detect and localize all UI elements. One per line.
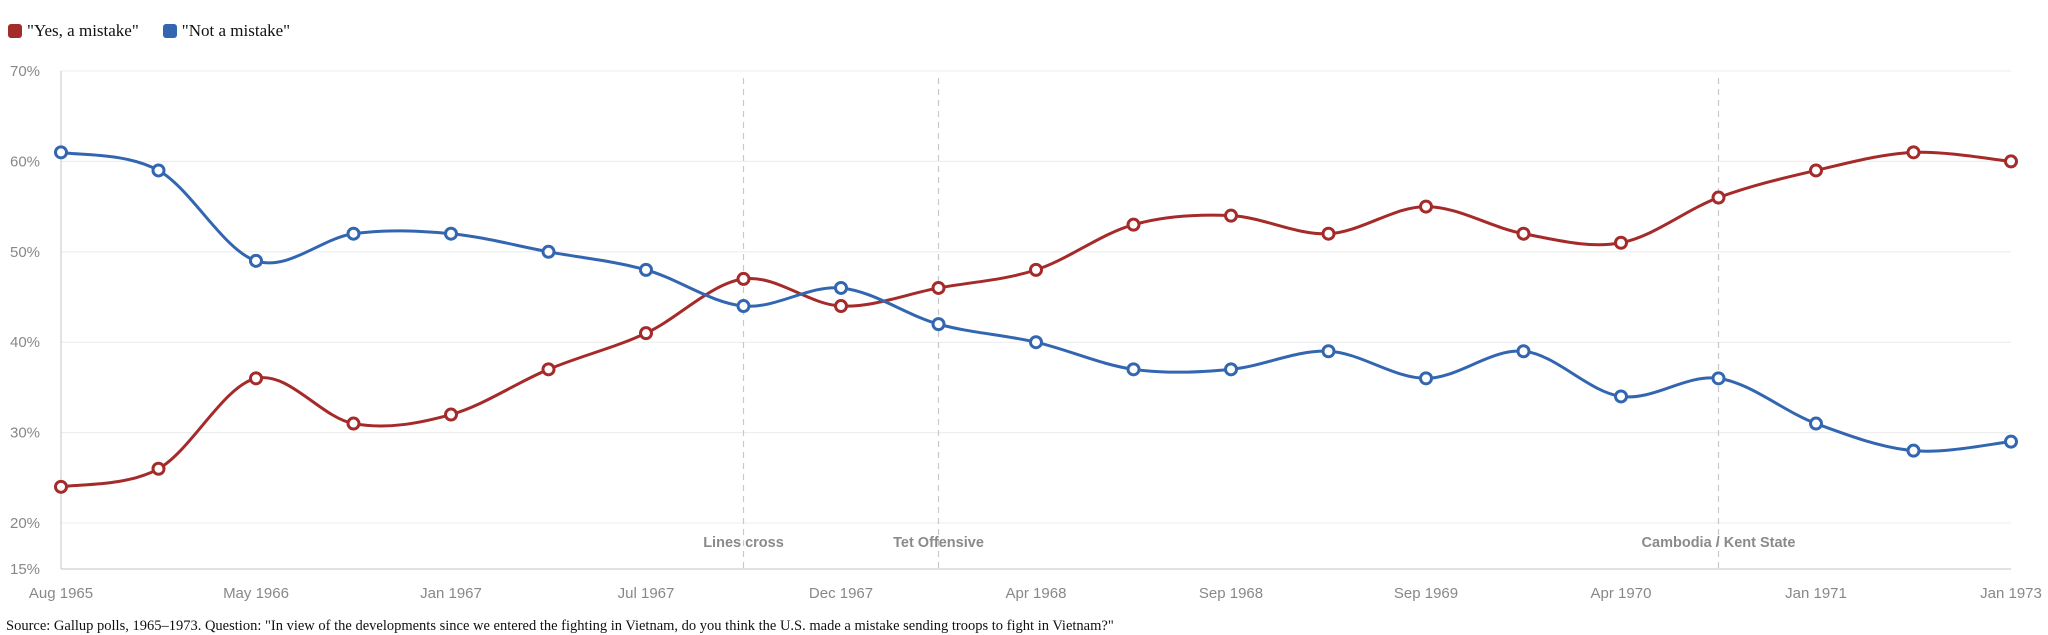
series-1-point-3 <box>346 226 361 241</box>
x-tick-label-0: Aug 1965 <box>29 585 93 602</box>
x-tick-label-6: Sep 1968 <box>1199 585 1263 602</box>
series-1-point-4 <box>444 226 458 241</box>
series-0-point-18 <box>1809 163 1823 178</box>
x-tick-label-3: Jul 1967 <box>618 585 675 602</box>
source-note: Source: Gallup polls, 1965–1973. Questio… <box>6 618 1114 634</box>
series-0-point-14 <box>1419 199 1433 214</box>
series-1-point-7 <box>736 299 751 314</box>
series-1-point-6 <box>639 262 653 277</box>
legend-swatch-yes <box>8 24 22 38</box>
x-tick-label-5: Apr 1968 <box>1006 585 1067 602</box>
series-0-point-15 <box>1516 226 1531 241</box>
line-chart: 15% 20% 30% 40% 50% 60% 70% Aug 1965 May 1966 Jan… <box>10 63 2042 602</box>
series-1-point-18 <box>1809 416 1823 431</box>
series-1-point-17 <box>1711 371 1726 386</box>
series-1-point-8 <box>834 280 848 295</box>
y-tick-label-60: 60% <box>10 153 40 170</box>
y-tick-label-20: 20% <box>10 515 40 532</box>
series-0-point-2 <box>249 371 263 386</box>
series-1-point-12 <box>1224 362 1238 377</box>
series-1-point-2 <box>249 253 263 268</box>
series-0-point-13 <box>1321 226 1336 241</box>
series-0-point-0 <box>54 479 68 494</box>
y-tick-label-70: 70% <box>10 63 40 80</box>
series-0-point-16 <box>1614 235 1628 250</box>
series-0-point-11 <box>1126 217 1141 232</box>
series-0-point-19 <box>1906 145 1921 160</box>
x-tick-label-2: Jan 1967 <box>420 585 482 602</box>
series-1-point-0 <box>54 145 68 160</box>
series-1-point-16 <box>1614 389 1628 404</box>
series-1-point-9 <box>931 317 946 332</box>
series-1-point-13 <box>1321 344 1336 359</box>
legend-label-yes: "Yes, a mistake" <box>27 21 139 40</box>
y-tick-label-30: 30% <box>10 425 40 442</box>
annotation-label-2: Cambodia / Kent State <box>1642 535 1796 551</box>
series-1-point-10 <box>1029 335 1043 350</box>
series-0-point-5 <box>541 362 556 377</box>
legend-item-not-mistake[interactable]: "Not a mistake" <box>162 21 291 41</box>
y-tick-label-50: 50% <box>10 244 40 261</box>
series-1-point-20 <box>2004 434 2018 449</box>
series-1-point-11 <box>1126 362 1141 377</box>
series-0-point-10 <box>1029 262 1043 277</box>
annotation-label-0: Lines cross <box>703 535 784 551</box>
series-1-point-19 <box>1906 443 1921 458</box>
x-tick-label-7: Sep 1969 <box>1394 585 1458 602</box>
x-tick-label-8: Apr 1970 <box>1591 585 1652 602</box>
series-0-point-7 <box>736 271 751 286</box>
series-0-point-6 <box>639 326 653 341</box>
series-0-point-4 <box>444 407 458 422</box>
series-1-point-1 <box>151 163 166 178</box>
legend-label-not: "Not a mistake" <box>181 21 291 40</box>
legend-swatch-not <box>162 24 177 38</box>
series-0-point-12 <box>1224 208 1238 223</box>
series-1-point-15 <box>1516 344 1531 359</box>
y-tick-label-40: 40% <box>10 334 40 351</box>
x-tick-label-4: Dec 1967 <box>809 585 873 602</box>
series-0-point-9 <box>931 280 946 295</box>
series-0-point-1 <box>151 461 166 476</box>
x-tick-label-1: May 1966 <box>223 585 289 602</box>
annotation-label-1: Tet Offensive <box>893 535 984 551</box>
y-tick-label-15: 15% <box>10 561 40 578</box>
series-0-point-20 <box>2004 154 2018 169</box>
legend: "Yes, a mistake" "Not a mistake" <box>8 20 314 42</box>
series-0-point-17 <box>1711 190 1726 205</box>
legend-item-yes-mistake[interactable]: "Yes, a mistake" <box>8 21 139 41</box>
series-0-point-3 <box>346 416 361 431</box>
x-tick-label-9: Jan 1971 <box>1785 585 1847 602</box>
series-1-point-14 <box>1419 371 1433 386</box>
series-1-point-5 <box>541 244 556 259</box>
series-0-point-8 <box>834 299 848 314</box>
x-tick-label-10: Jan 1973 <box>1980 585 2042 602</box>
